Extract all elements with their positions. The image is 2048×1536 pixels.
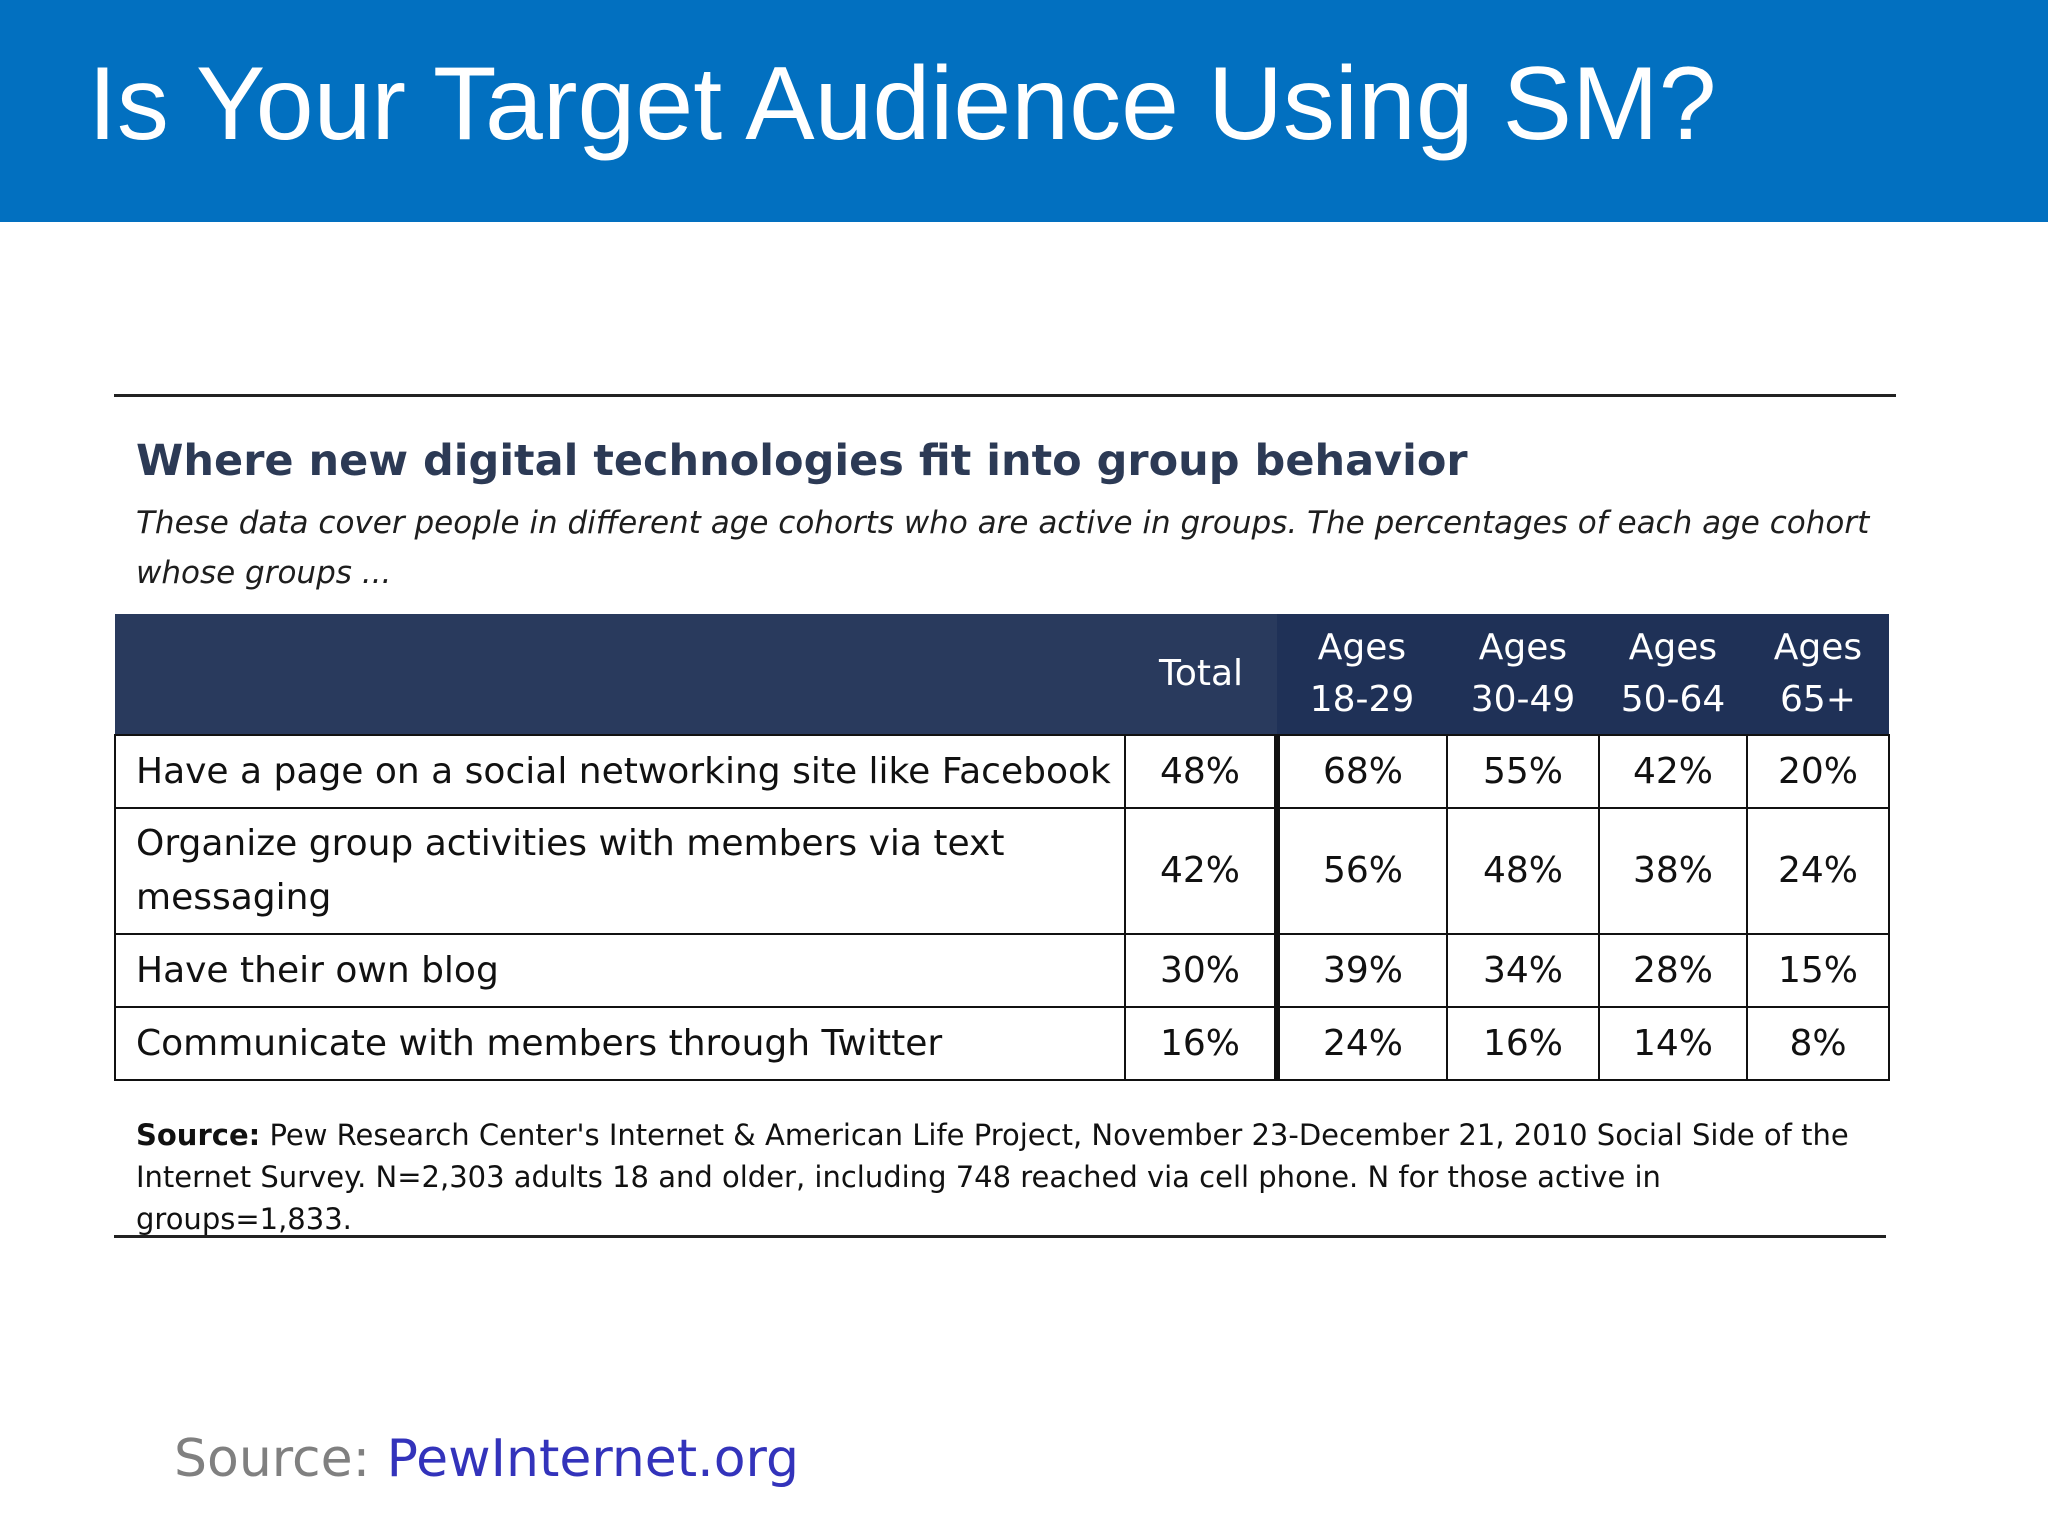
header-cell-ages-30-49: Ages 30-49	[1447, 614, 1599, 735]
row-label: Have their own blog	[114, 933, 1126, 1008]
header-line1: Total	[1158, 653, 1244, 694]
value-cell: 15%	[1746, 933, 1890, 1008]
figure-title: Where new digital technologies fit into …	[136, 436, 1468, 486]
header-line1: Ages	[1628, 627, 1718, 668]
header-cell-ages-50-64: Ages 50-64	[1599, 614, 1747, 735]
value-cell: 24%	[1746, 807, 1890, 935]
value-cell: 34%	[1446, 933, 1600, 1008]
value-cell: 39%	[1276, 933, 1448, 1008]
table-row: Communicate with members through Twitter…	[114, 1006, 1890, 1081]
value-cell: 42%	[1124, 807, 1280, 935]
slide-source-label: Source:	[174, 1429, 371, 1489]
figure-source-note: Source: Pew Research Center's Internet &…	[136, 1114, 1876, 1240]
value-cell: 24%	[1276, 1006, 1448, 1081]
value-cell: 56%	[1276, 807, 1448, 935]
table-wrapper: Total Ages 18-29 Ages 30-49 Ages 50-64	[114, 614, 1890, 1081]
row-label: Have a page on a social networking site …	[114, 734, 1126, 809]
value-cell: 48%	[1124, 734, 1280, 809]
value-cell: 20%	[1746, 734, 1890, 809]
value-cell: 8%	[1746, 1006, 1890, 1081]
value-cell: 68%	[1276, 734, 1448, 809]
header-label-cell	[115, 614, 1125, 735]
slide-source-link[interactable]: PewInternet.org	[386, 1429, 799, 1489]
header-line1: Ages	[1317, 627, 1407, 668]
value-cell: 55%	[1446, 734, 1600, 809]
value-cell: 16%	[1124, 1006, 1280, 1081]
row-label: Communicate with members through Twitter	[114, 1006, 1126, 1081]
row-label: Organize group activities with members v…	[114, 807, 1126, 935]
table-row: Have their own blog 30% 39% 34% 28% 15%	[114, 933, 1890, 1008]
header-line2: 50-64	[1620, 679, 1726, 720]
source-note-label: Source:	[136, 1118, 261, 1152]
header-line1: Ages	[1478, 627, 1568, 668]
slide-source: Source: PewInternet.org	[174, 1426, 799, 1492]
header-line2: 30-49	[1470, 679, 1576, 720]
header-line2: 18-29	[1309, 679, 1415, 720]
value-cell: 48%	[1446, 807, 1600, 935]
value-cell: 30%	[1124, 933, 1280, 1008]
table-row: Have a page on a social networking site …	[114, 734, 1890, 809]
header-cell-ages-18-29: Ages 18-29	[1277, 614, 1447, 735]
table-figure: Where new digital technologies fit into …	[114, 394, 1896, 1240]
figure-top-rule	[114, 394, 1896, 397]
table-row: Organize group activities with members v…	[114, 807, 1890, 935]
value-cell: 14%	[1598, 1006, 1748, 1081]
header-line2: 65+	[1780, 679, 1856, 720]
figure-bottom-rule	[114, 1235, 1886, 1238]
title-band: Is Your Target Audience Using SM?	[0, 0, 2048, 222]
header-cell-total: Total	[1125, 614, 1277, 735]
figure-subtitle: These data cover people in different age…	[136, 505, 1870, 591]
value-cell: 28%	[1598, 933, 1748, 1008]
slide-title: Is Your Target Audience Using SM?	[88, 46, 1717, 162]
value-cell: 16%	[1446, 1006, 1600, 1081]
source-note-text: Pew Research Center's Internet & America…	[136, 1118, 1849, 1236]
value-cell: 42%	[1598, 734, 1748, 809]
header-line1: Ages	[1773, 627, 1863, 668]
value-cell: 38%	[1598, 807, 1748, 935]
data-table: Total Ages 18-29 Ages 30-49 Ages 50-64	[114, 614, 1890, 1081]
table-header-row: Total Ages 18-29 Ages 30-49 Ages 50-64	[115, 614, 1889, 735]
header-cell-ages-65-plus: Ages 65+	[1747, 614, 1889, 735]
